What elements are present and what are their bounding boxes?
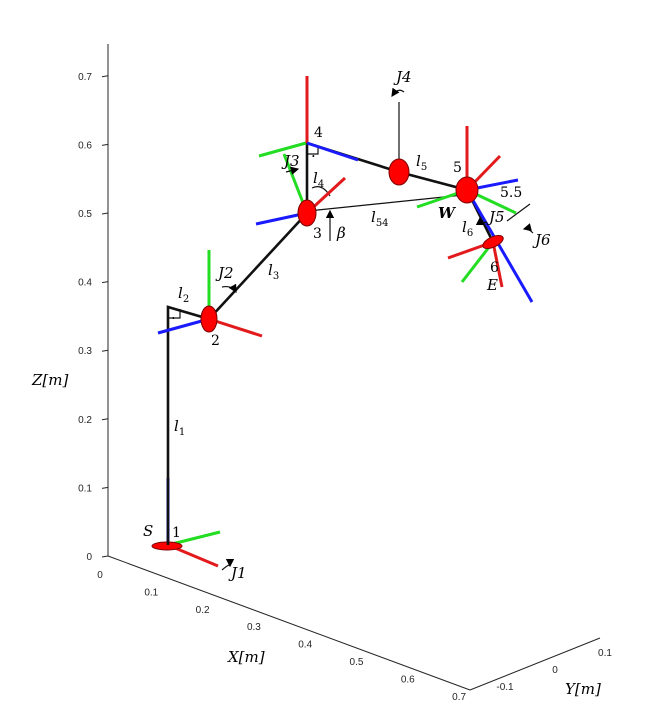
y-axis-label: Y[m] xyxy=(565,680,601,698)
joint-arrows xyxy=(221,87,534,571)
joint-5-disc xyxy=(455,176,479,204)
right-angle-mark-4 xyxy=(307,146,319,155)
label-l1: l1 xyxy=(174,417,185,438)
y-axis-line xyxy=(469,637,601,691)
label-l3: l3 xyxy=(268,261,279,282)
x-tick-label: 0.2 xyxy=(196,605,210,616)
y-tick-marks: -0.1 0 0.1 xyxy=(496,648,612,693)
label-l54: l54 xyxy=(371,208,389,229)
label-l5: l5 xyxy=(416,152,427,173)
label-beta: β xyxy=(336,224,346,242)
label-frame-5-5: 5.5 xyxy=(500,185,522,201)
x-tick-marks: 0 0.1 0.2 0.3 0.4 0.5 0.6 0.7 xyxy=(97,570,466,703)
label-j4: J4 xyxy=(393,68,412,86)
z-tick-label: 0.6 xyxy=(78,140,92,151)
label-frame-5: 5 xyxy=(453,160,462,176)
z-tick xyxy=(101,349,109,352)
frame-5-5-line xyxy=(506,203,531,222)
x-tick-label: 0.1 xyxy=(144,587,158,598)
x-tick-label: 0.7 xyxy=(452,692,466,703)
x-axis-line xyxy=(107,555,471,691)
label-l4: l4 xyxy=(313,169,324,190)
x-tick-label: 0.6 xyxy=(401,674,415,685)
frame-3-y-axis-top xyxy=(258,141,307,158)
label-wrist-w: W xyxy=(438,204,457,222)
frame-4 xyxy=(305,76,359,162)
x-tick-label: 0 xyxy=(97,570,103,581)
label-frame-2: 2 xyxy=(211,333,220,349)
label-frame-4: 4 xyxy=(314,125,323,141)
x-axis-label: X[m] xyxy=(227,648,265,666)
frame-6-x-axis-b xyxy=(491,241,504,288)
z-tick-label: 0.4 xyxy=(78,278,92,289)
z-tick xyxy=(101,418,109,421)
z-tick xyxy=(101,75,109,78)
y-tick-label: -0.1 xyxy=(496,682,514,693)
joint-2-disc xyxy=(200,305,218,333)
label-end-effector-e: E xyxy=(486,276,498,294)
j5-arrow xyxy=(475,216,488,226)
z-tick-label: 0.2 xyxy=(78,415,92,426)
j6-arrow xyxy=(522,223,534,234)
robot-links xyxy=(166,141,495,545)
frame-5-wrist-axis xyxy=(465,189,534,303)
right-angle-dot-2: · xyxy=(171,309,176,327)
z-tick xyxy=(101,212,109,215)
z-tick-label: 0.5 xyxy=(78,209,92,220)
label-base-s: S xyxy=(143,522,153,540)
plot-axes: 00.10.20.30.40.50.60.7 00.10.20.30.40.50… xyxy=(31,44,612,703)
z-tick xyxy=(101,281,109,284)
j3-arrow xyxy=(285,166,300,175)
label-l6: l6 xyxy=(462,218,473,239)
label-frame-6: 6 xyxy=(490,260,499,276)
label-j3: J3 xyxy=(281,152,300,170)
frame-2-z-axis xyxy=(157,317,210,335)
frame-6 xyxy=(447,235,504,288)
x-tick-label: 0.5 xyxy=(350,657,364,668)
z-tick xyxy=(101,555,109,558)
frame-2-x-axis xyxy=(208,317,263,338)
j2-arrow xyxy=(221,283,237,294)
x-tick-label: 0.3 xyxy=(247,622,261,633)
label-frame-1: 1 xyxy=(172,525,181,541)
joint-4-disc xyxy=(388,158,410,186)
z-tick-label: 0.3 xyxy=(78,346,92,357)
z-tick xyxy=(101,143,109,146)
j4-arrow xyxy=(391,87,405,97)
z-tick xyxy=(101,486,109,489)
joint-3-disc xyxy=(297,199,317,227)
frame-4-z-axis xyxy=(306,141,359,162)
labels: S 1 2 3 4 5 5.5 6 W E J1 J2 J3 J4 J5 J6 … xyxy=(143,68,551,582)
x-tick-label: 0.4 xyxy=(298,640,312,651)
z-tick-label: 0.7 xyxy=(78,72,92,83)
link-l54-line xyxy=(307,194,464,212)
z-tick-label: 0 xyxy=(86,552,92,563)
frame-5 xyxy=(416,126,534,303)
y-tick-label: 0 xyxy=(552,665,558,676)
y-tick-label: 0.1 xyxy=(598,648,612,659)
right-angle-dot-4: · xyxy=(311,147,316,165)
frame-1-base xyxy=(151,478,221,568)
right-angle-mark-2 xyxy=(168,309,181,319)
label-l2: l2 xyxy=(178,284,189,305)
z-axis-label: Z[m] xyxy=(31,371,68,389)
label-j5: J5 xyxy=(486,208,505,226)
label-j6: J6 xyxy=(532,231,551,249)
label-j2: J2 xyxy=(215,264,234,282)
frame-3 xyxy=(255,141,347,227)
z-tick-marks: 0 0.1 0.2 0.3 0.4 0.5 0.6 0.7 xyxy=(78,72,109,563)
j1-arrow xyxy=(221,558,235,571)
joint-6-disc xyxy=(482,235,504,249)
z-tick-label: 0.1 xyxy=(78,483,92,494)
label-frame-3: 3 xyxy=(313,226,322,242)
kinematic-chain xyxy=(166,102,531,545)
label-j1: J1 xyxy=(228,564,247,582)
frame-2 xyxy=(157,250,263,338)
